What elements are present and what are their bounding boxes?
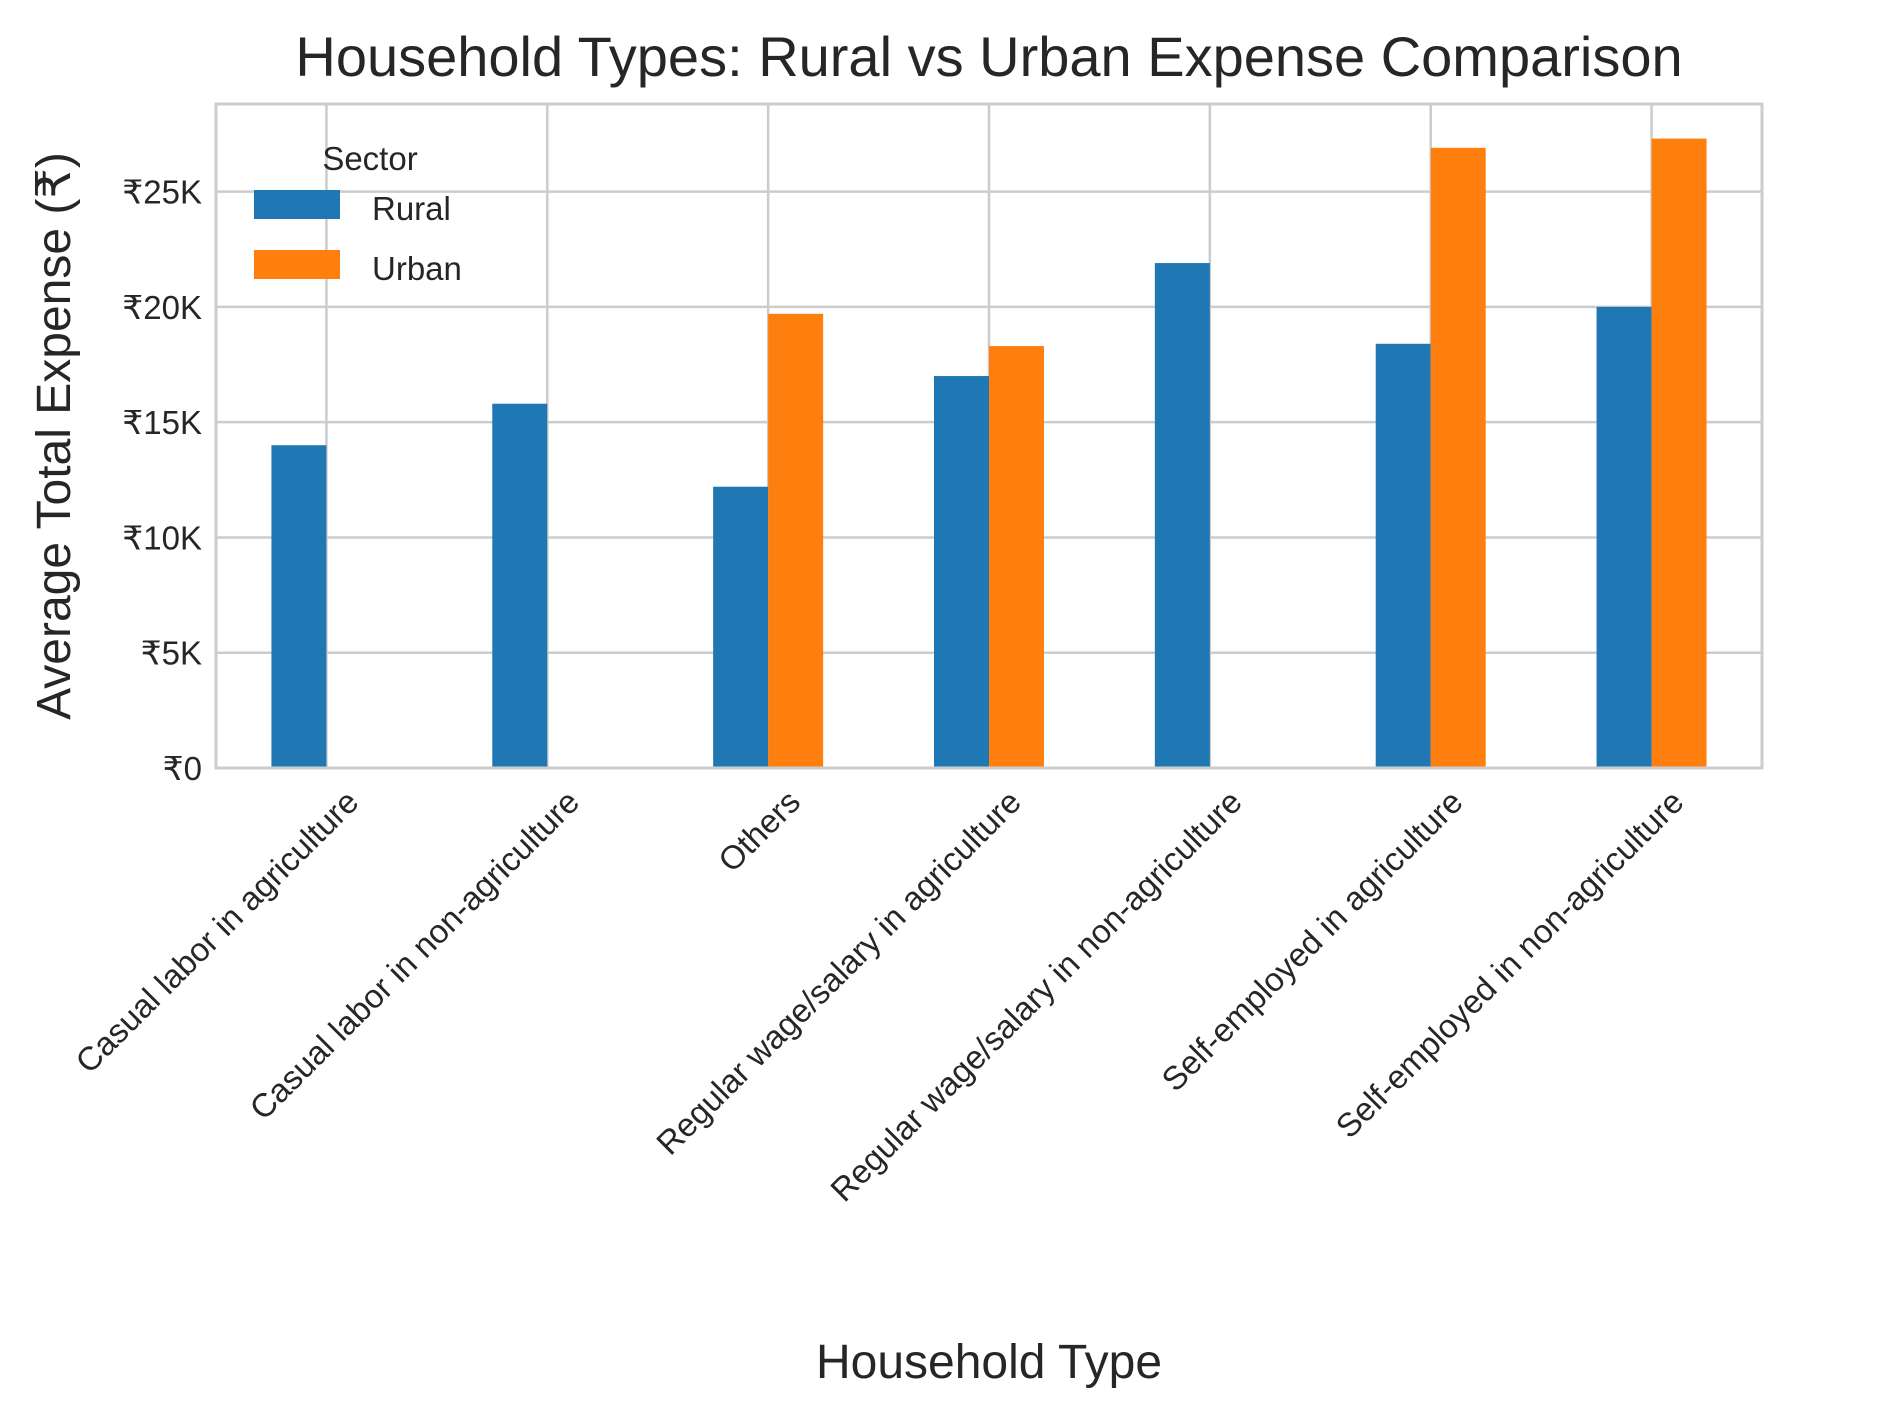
y-tick-label: ₹25K xyxy=(122,174,202,211)
legend-title: Sector xyxy=(322,140,417,177)
bar-urban xyxy=(1430,147,1486,769)
y-axis-ticks: ₹0 ₹5K ₹10K ₹15K ₹20K ₹25K xyxy=(122,174,202,787)
bar-rural xyxy=(713,486,769,768)
y-tick-label: ₹10K xyxy=(122,519,202,556)
legend: Sector Rural Urban xyxy=(254,140,462,287)
legend-label-rural: Rural xyxy=(372,190,451,227)
y-axis-label: Average Total Expense (₹) xyxy=(28,152,81,720)
bar-urban xyxy=(768,313,824,768)
bar-rural xyxy=(1154,263,1210,768)
bar-rural xyxy=(492,403,548,768)
bar-rural xyxy=(1596,306,1652,768)
bar-urban xyxy=(1651,138,1707,769)
plot-frame xyxy=(214,102,1764,770)
x-axis-label: Household Type xyxy=(816,1336,1162,1389)
bar-rural xyxy=(934,376,989,768)
bar-rural xyxy=(271,445,327,768)
chart-title: Household Types: Rural vs Urban Expense … xyxy=(295,25,1682,88)
y-tick-label: ₹20K xyxy=(122,289,202,326)
legend-label-urban: Urban xyxy=(372,250,462,287)
legend-swatch-urban xyxy=(254,250,340,279)
legend-swatch-rural xyxy=(254,190,340,219)
bar-rural xyxy=(1375,343,1431,768)
y-tick-label: ₹5K xyxy=(141,635,202,672)
y-tick-label: ₹15K xyxy=(122,404,202,441)
bar-urban xyxy=(989,346,1044,768)
y-tick-label: ₹0 xyxy=(163,750,202,787)
bars xyxy=(271,138,1707,769)
